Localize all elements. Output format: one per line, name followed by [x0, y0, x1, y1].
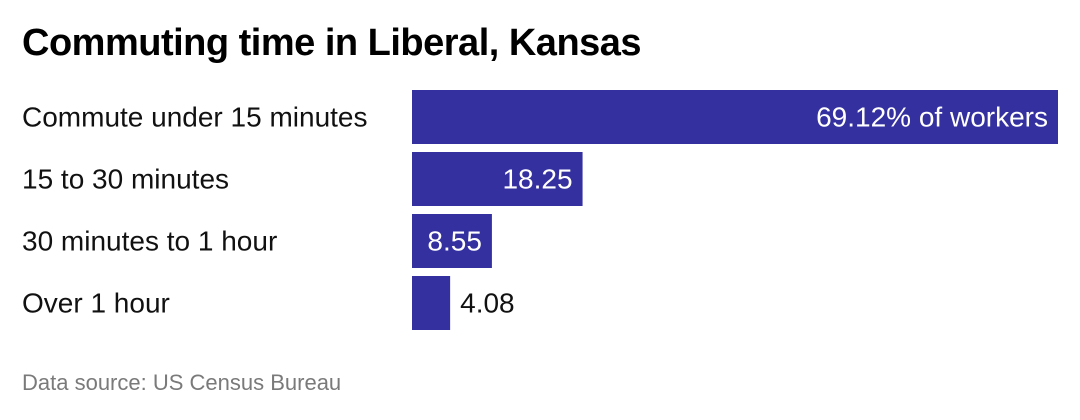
value-label: 18.25 — [502, 164, 572, 195]
category-label: 15 to 30 minutes — [22, 164, 229, 195]
value-label: 4.08 — [460, 288, 515, 319]
bar — [412, 90, 1058, 144]
category-label: 30 minutes to 1 hour — [22, 226, 277, 257]
value-label: 8.55 — [427, 226, 482, 257]
category-label: Over 1 hour — [22, 288, 170, 319]
value-label: 69.12% of workers — [816, 102, 1048, 133]
category-label: Commute under 15 minutes — [22, 102, 368, 133]
bar — [412, 152, 583, 206]
bar — [412, 214, 492, 268]
bar — [412, 276, 451, 330]
chart-title: Commuting time in Liberal, Kansas — [22, 22, 642, 64]
bar-chart: Commute under 15 minutes 69.12% of worker… — [22, 90, 1058, 330]
data-source-note: Data source: US Census Bureau — [22, 370, 342, 395]
